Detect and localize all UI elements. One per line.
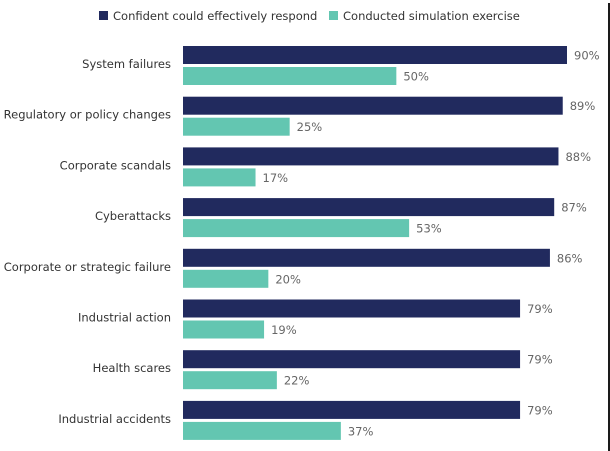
bar-simulation-corporate-scandals xyxy=(183,168,256,187)
value-label-confident-industrial-action: 79% xyxy=(527,302,553,316)
value-label-confident-regulatory-or-policy-changes: 89% xyxy=(570,99,596,113)
category-label-system-failures: System failures xyxy=(82,57,171,71)
category-label-health-scares: Health scares xyxy=(93,361,171,375)
value-label-confident-industrial-accidents: 79% xyxy=(527,403,553,417)
bar-confident-corporate-or-strategic-failure xyxy=(183,248,550,267)
value-label-simulation-corporate-scandals: 17% xyxy=(263,171,289,185)
bar-confident-industrial-action xyxy=(183,299,521,318)
value-label-simulation-health-scares: 22% xyxy=(284,374,310,388)
category-label-cyberattacks: Cyberattacks xyxy=(95,209,171,223)
value-label-confident-system-failures: 90% xyxy=(574,49,600,63)
bar-confident-health-scares xyxy=(183,350,521,369)
bar-simulation-cyberattacks xyxy=(183,219,410,238)
bar-confident-industrial-accidents xyxy=(183,400,521,419)
bar-simulation-corporate-or-strategic-failure xyxy=(183,269,269,288)
bar-confident-system-failures xyxy=(183,46,567,64)
category-label-corporate-scandals: Corporate scandals xyxy=(60,158,171,172)
legend-label-simulation: Conducted simulation exercise xyxy=(343,9,520,23)
value-label-confident-corporate-scandals: 88% xyxy=(565,150,591,164)
plot-area: System failures 90% 50% Regulatory or polic… xyxy=(4,46,600,440)
bar-confident-cyberattacks xyxy=(183,198,555,217)
legend: Confident could effectively respond Cond… xyxy=(99,9,520,23)
bar-simulation-industrial-accidents xyxy=(183,421,341,440)
bar-simulation-regulatory-or-policy-changes xyxy=(183,117,290,136)
bar-simulation-health-scares xyxy=(183,371,277,390)
value-label-simulation-industrial-accidents: 37% xyxy=(348,424,374,438)
frame-border xyxy=(608,3,610,451)
category-label-corporate-or-strategic-failure: Corporate or strategic failure xyxy=(4,260,171,274)
value-label-simulation-corporate-or-strategic-failure: 20% xyxy=(275,272,301,286)
value-label-simulation-system-failures: 50% xyxy=(403,70,429,84)
value-label-confident-health-scares: 79% xyxy=(527,353,553,367)
bar-confident-corporate-scandals xyxy=(183,147,559,166)
category-label-industrial-action: Industrial action xyxy=(78,311,171,325)
legend-swatch-simulation xyxy=(329,11,338,20)
category-label-regulatory-or-policy-changes: Regulatory or policy changes xyxy=(4,108,171,122)
legend-swatch-confident xyxy=(99,11,108,20)
value-label-simulation-regulatory-or-policy-changes: 25% xyxy=(297,120,323,134)
bar-simulation-industrial-action xyxy=(183,320,265,339)
value-label-confident-cyberattacks: 87% xyxy=(561,201,587,215)
value-label-confident-corporate-or-strategic-failure: 86% xyxy=(557,251,583,265)
bar-confident-regulatory-or-policy-changes xyxy=(183,96,563,115)
value-label-simulation-industrial-action: 19% xyxy=(271,323,297,337)
value-label-simulation-cyberattacks: 53% xyxy=(416,222,442,236)
bar-simulation-system-failures xyxy=(183,67,397,85)
category-label-industrial-accidents: Industrial accidents xyxy=(58,412,171,426)
legend-label-confident: Confident could effectively respond xyxy=(113,9,317,23)
